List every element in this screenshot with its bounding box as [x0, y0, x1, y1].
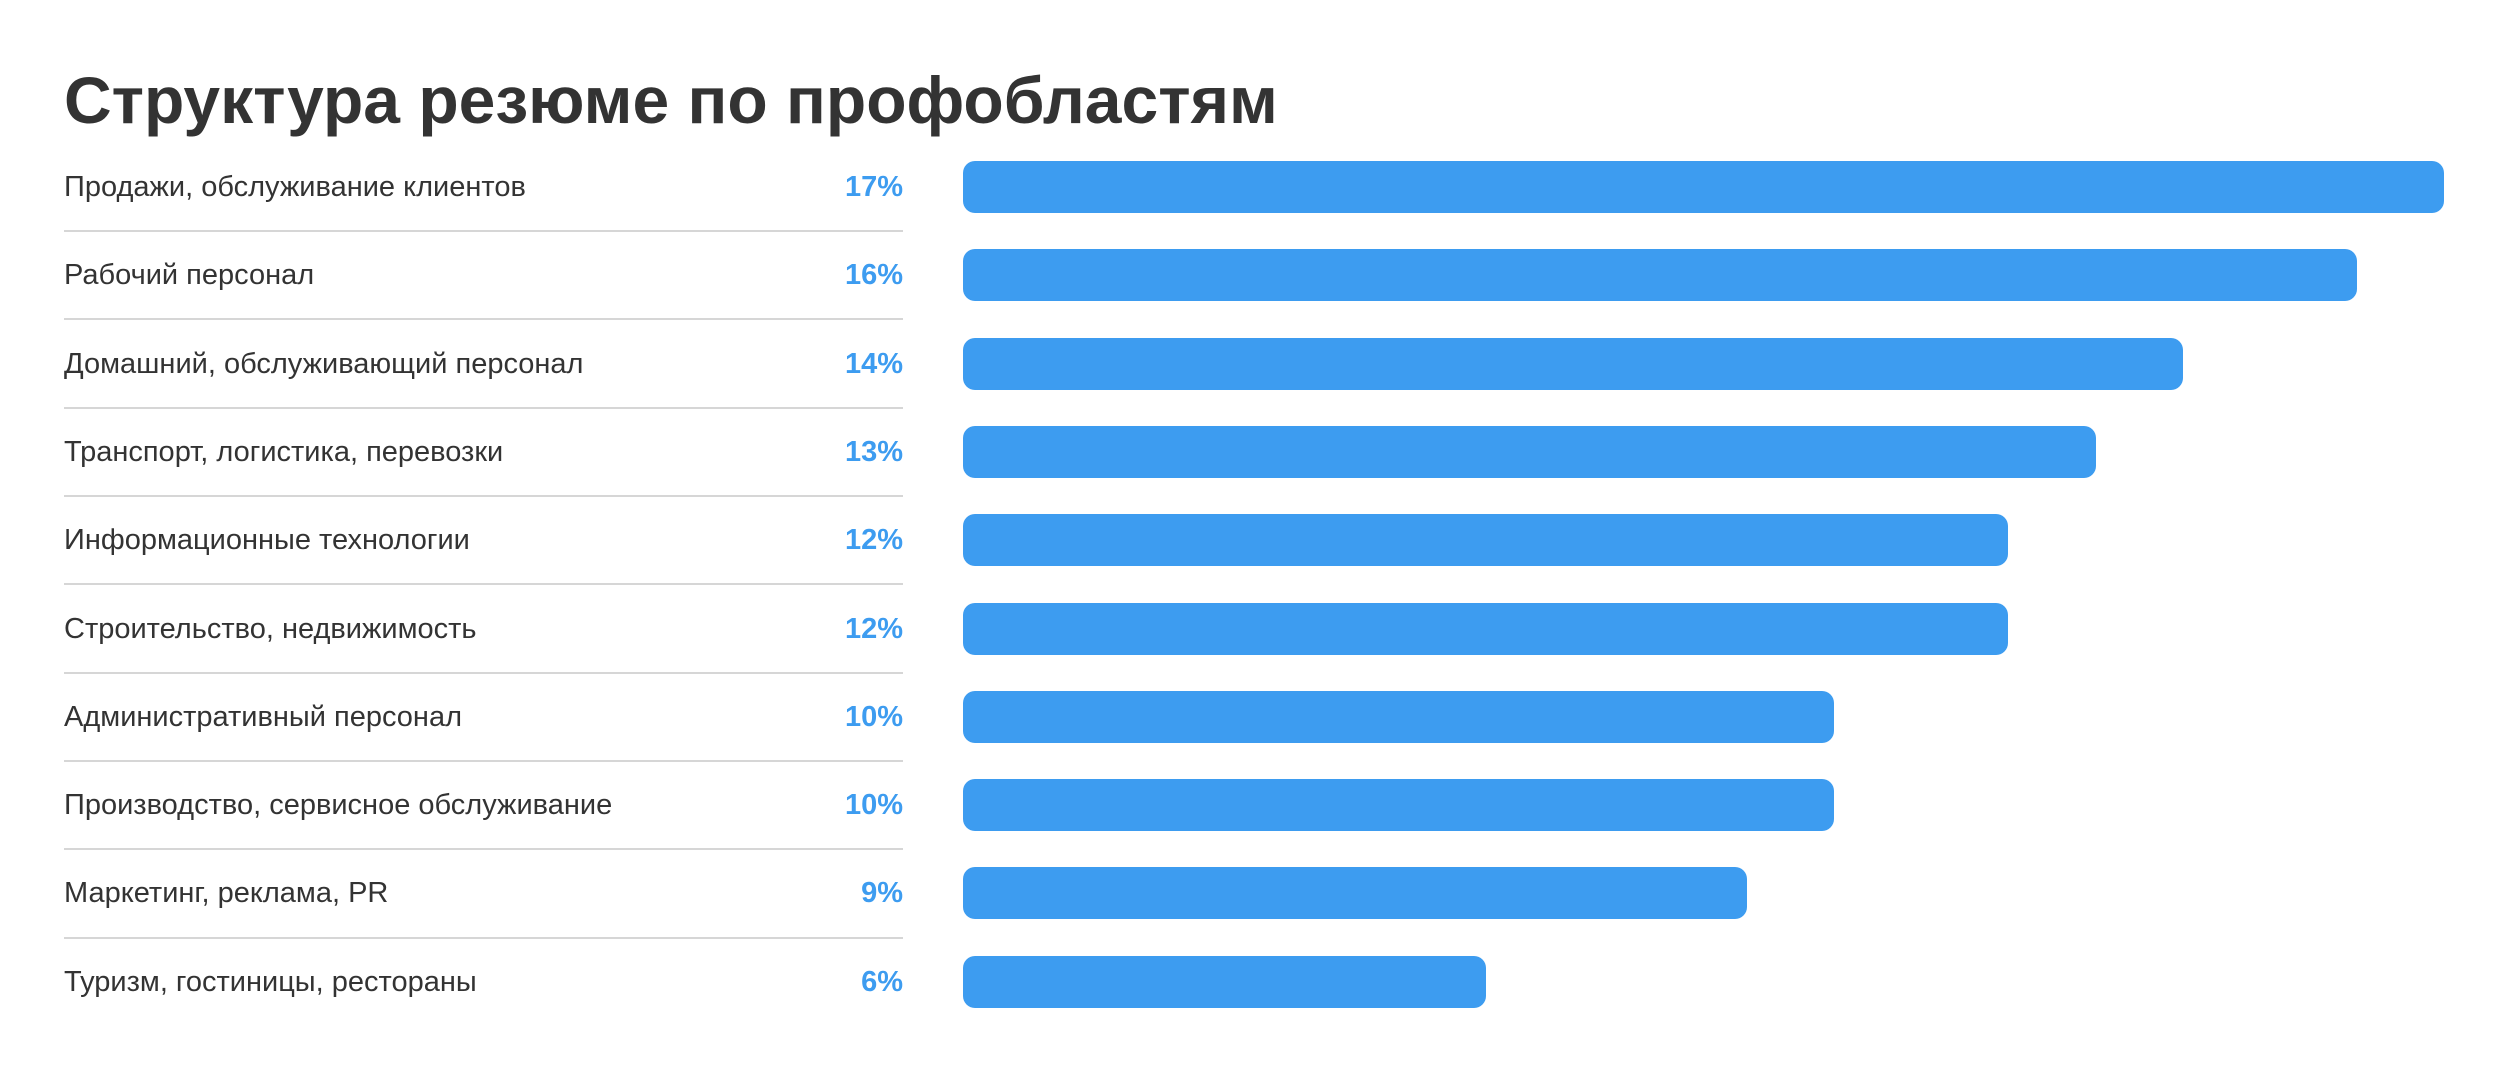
row-divider: [64, 583, 903, 586]
bar: [963, 690, 1835, 743]
category-label: Транспорт, логистика, перевозки: [64, 435, 504, 468]
category-label: Производство, сервисное обслуживание: [64, 789, 613, 822]
category-label: Продажи, обслуживание клиентов: [64, 171, 526, 203]
bar: [963, 337, 2183, 390]
bar: [963, 514, 2009, 567]
row-divider: [64, 759, 903, 762]
value-label: 17%: [844, 171, 903, 203]
category-label: Маркетинг, реклама, PR: [64, 877, 389, 910]
row-divider: [64, 936, 903, 939]
category-label: Рабочий персонал: [64, 259, 315, 292]
row-divider: [64, 406, 903, 409]
value-label: 14%: [844, 347, 903, 380]
value-label: 16%: [844, 259, 903, 292]
row-divider: [64, 318, 903, 321]
row-divider: [64, 230, 903, 233]
bar: [963, 161, 2444, 213]
category-label: Домашний, обслуживающий персонал: [64, 347, 584, 380]
bar: [963, 249, 2357, 302]
value-label: 10%: [844, 789, 903, 822]
value-label: 9%: [861, 877, 903, 910]
row-divider: [64, 671, 903, 674]
category-label: Строительство, недвижимость: [64, 612, 477, 645]
category-label: Информационные технологии: [64, 524, 470, 557]
bar: [963, 602, 2009, 655]
row-divider: [64, 495, 903, 498]
category-label: Туризм, гостиницы, рестораны: [64, 965, 477, 998]
bar: [963, 779, 1835, 832]
bar: [963, 955, 1486, 1008]
chart-title: Структура резюме по профобластям: [64, 63, 1278, 137]
value-label: 10%: [844, 700, 903, 733]
value-label: 6%: [861, 965, 903, 998]
bar: [963, 867, 1748, 920]
bar: [963, 425, 2096, 478]
value-label: 13%: [844, 435, 903, 468]
row-divider: [64, 848, 903, 851]
category-label: Административный персонал: [64, 700, 462, 733]
value-label: 12%: [844, 524, 903, 557]
value-label: 12%: [844, 612, 903, 645]
